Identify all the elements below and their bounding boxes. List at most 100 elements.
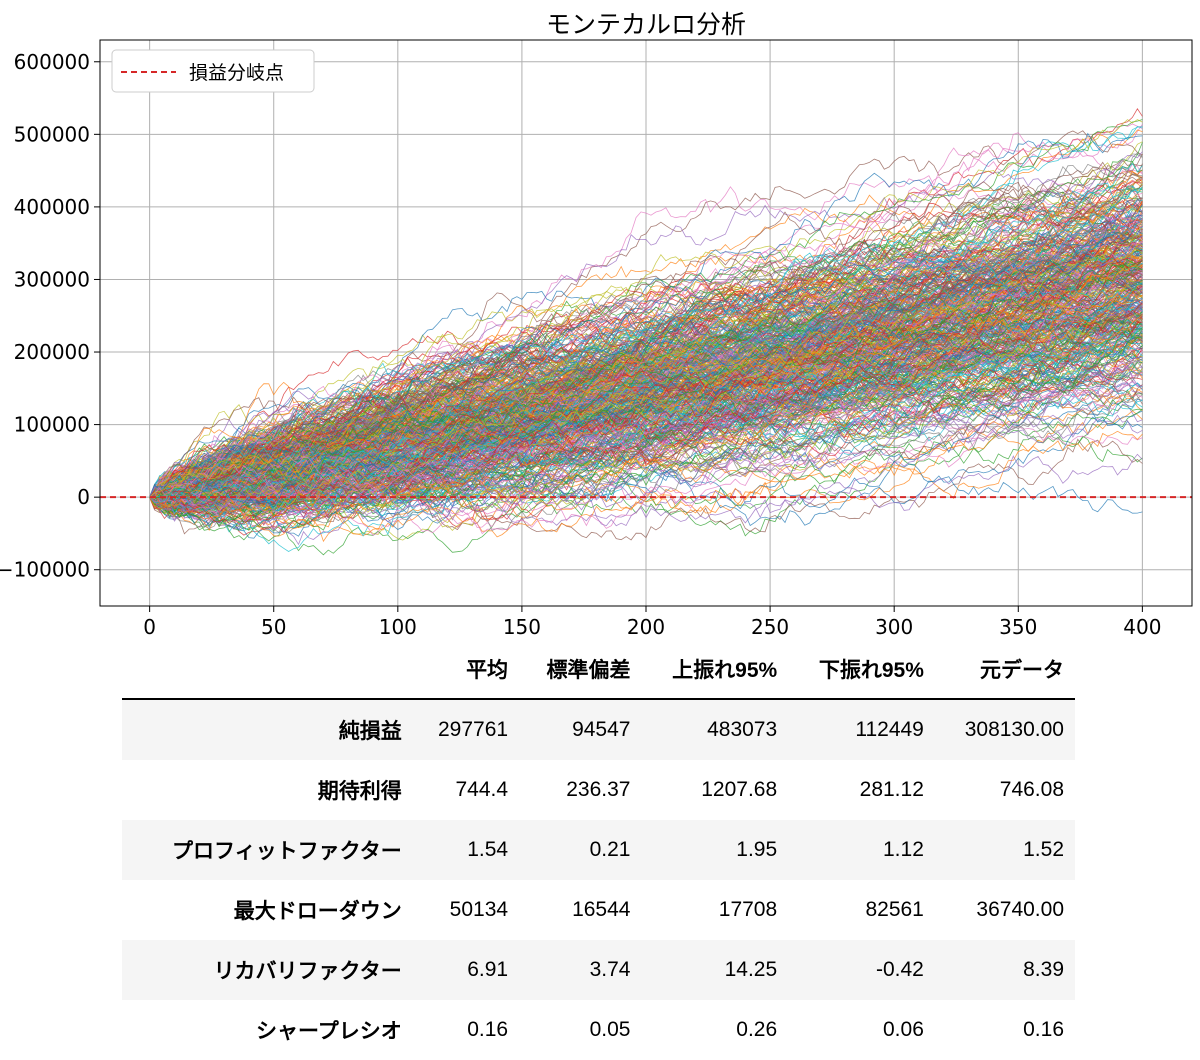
monte-carlo-chart: モンテカルロ分析 0 50 100 150 200 250 300 350 400 −100000… xyxy=(0,10,1193,639)
legend-box xyxy=(111,49,315,93)
simulation-path xyxy=(149,356,1143,515)
column-header: 下振れ95% xyxy=(818,659,924,682)
x-tick-label: 400 xyxy=(1123,615,1161,639)
legend-entry-break-even: 損益分岐点 xyxy=(189,62,284,84)
simulation-path xyxy=(149,346,1143,498)
table-cell: 483073 xyxy=(707,718,778,741)
simulation-path xyxy=(149,258,1143,498)
table-cell: 6.91 xyxy=(467,958,509,981)
table-cell: 0.06 xyxy=(883,1018,924,1041)
simulation-path xyxy=(149,259,1143,499)
simulation-path xyxy=(149,230,1143,508)
table-cell: 1.52 xyxy=(1023,838,1064,861)
simulation-path xyxy=(149,206,1143,499)
row-label: シャープレシオ xyxy=(255,1020,402,1043)
y-tick-label: 500000 xyxy=(14,122,90,146)
simulation-path xyxy=(149,124,1143,498)
column-header: 平均 xyxy=(466,659,509,682)
table-body: 純損益 297761 94547 483073 112449 308130.00 期待利得 7… xyxy=(122,699,1075,1060)
simulation-path xyxy=(149,243,1143,514)
simulation-path xyxy=(149,225,1143,504)
simulation-path xyxy=(149,251,1143,507)
table-cell: 0.16 xyxy=(1023,1018,1064,1041)
simulation-path xyxy=(149,283,1143,501)
table-cell: 8.39 xyxy=(1023,958,1064,981)
x-tick-label: 200 xyxy=(627,615,665,639)
simulation-path xyxy=(149,217,1143,503)
table-row: 期待利得 744.4 236.37 1207.68 281.12 746.08 xyxy=(122,760,1075,820)
table-cell: 236.37 xyxy=(566,778,631,801)
table-cell: 1.95 xyxy=(736,838,778,861)
x-tick-label: 250 xyxy=(751,615,789,639)
y-tick-label: 200000 xyxy=(14,340,90,364)
table-cell: 746.08 xyxy=(999,778,1064,801)
simulation-path xyxy=(149,258,1143,499)
x-tick-label: 100 xyxy=(379,615,417,639)
simulation-path xyxy=(149,329,1143,506)
simulation-path xyxy=(149,151,1143,498)
legend: 損益分岐点 xyxy=(111,49,315,93)
simulation-path xyxy=(149,119,1143,500)
simulation-path xyxy=(149,344,1143,505)
simulation-path xyxy=(149,172,1143,498)
table-cell: 94547 xyxy=(572,718,631,741)
simulation-path xyxy=(149,141,1143,498)
row-label: 純損益 xyxy=(338,720,402,743)
table-row: 純損益 297761 94547 483073 112449 308130.00 xyxy=(122,699,1075,760)
simulation-path xyxy=(149,227,1143,498)
column-header: 元データ xyxy=(980,659,1064,682)
simulation-path xyxy=(149,242,1143,508)
simulation-path xyxy=(149,328,1143,527)
simulation-path xyxy=(149,351,1143,513)
table-cell: 744.4 xyxy=(455,778,509,801)
y-tick-label: −100000 xyxy=(0,558,90,582)
simulation-path xyxy=(149,221,1143,498)
simulation-path xyxy=(149,331,1143,503)
axis-ticks: 0 50 100 150 200 250 300 350 400 −100000 0 100000 20… xyxy=(0,50,1161,639)
column-header: 標準偏差 xyxy=(546,659,631,682)
simulation-path xyxy=(149,336,1143,506)
simulation-path xyxy=(149,362,1143,498)
simulation-path xyxy=(149,286,1143,499)
simulation-path xyxy=(149,256,1143,498)
table-cell: 281.12 xyxy=(859,778,924,801)
table-cell: 308130.00 xyxy=(964,718,1064,741)
simulation-path xyxy=(149,290,1143,525)
x-tick-label: 0 xyxy=(143,615,156,639)
table-cell: 50134 xyxy=(449,898,509,921)
simulation-path xyxy=(149,314,1143,500)
table-row: シャープレシオ 0.16 0.05 0.26 0.06 0.16 xyxy=(122,1000,1075,1060)
table-corner-cell xyxy=(122,640,413,699)
row-label: 期待利得 xyxy=(317,780,402,803)
table-cell: 0.26 xyxy=(736,1018,778,1041)
row-label: 最大ドローダウン xyxy=(233,900,402,923)
simulation-path xyxy=(149,180,1143,498)
table-cell: 0.05 xyxy=(589,1018,631,1041)
simulation-paths xyxy=(149,108,1143,556)
y-tick-label: 600000 xyxy=(14,50,90,74)
table-cell: 82561 xyxy=(865,898,924,921)
simulation-path xyxy=(149,382,1143,522)
table-cell: 3.74 xyxy=(589,958,631,981)
y-tick-label: 100000 xyxy=(14,413,90,437)
simulation-path xyxy=(149,242,1143,546)
table-row: 最大ドローダウン 50134 16544 17708 82561 36740.00 xyxy=(122,880,1075,940)
simulation-path xyxy=(149,228,1143,498)
y-tick-label: 300000 xyxy=(14,267,90,291)
simulation-path xyxy=(149,362,1143,498)
table-cell: 1207.68 xyxy=(701,778,778,801)
table-cell: 17708 xyxy=(718,898,778,921)
simulation-path xyxy=(149,277,1143,504)
simulation-path xyxy=(149,227,1143,498)
simulation-path xyxy=(149,389,1143,498)
table-cell: 1.54 xyxy=(467,838,509,861)
x-tick-label: 50 xyxy=(261,615,286,639)
table-cell: 1.12 xyxy=(883,838,924,861)
simulation-path xyxy=(149,214,1143,498)
x-tick-label: 300 xyxy=(875,615,913,639)
simulation-path xyxy=(149,184,1143,498)
table-cell: 0.16 xyxy=(467,1018,509,1041)
simulation-path xyxy=(149,358,1143,535)
table-row: リカバリファクター 6.91 3.74 14.25 -0.42 8.39 xyxy=(122,940,1075,1000)
simulation-path xyxy=(149,314,1143,510)
